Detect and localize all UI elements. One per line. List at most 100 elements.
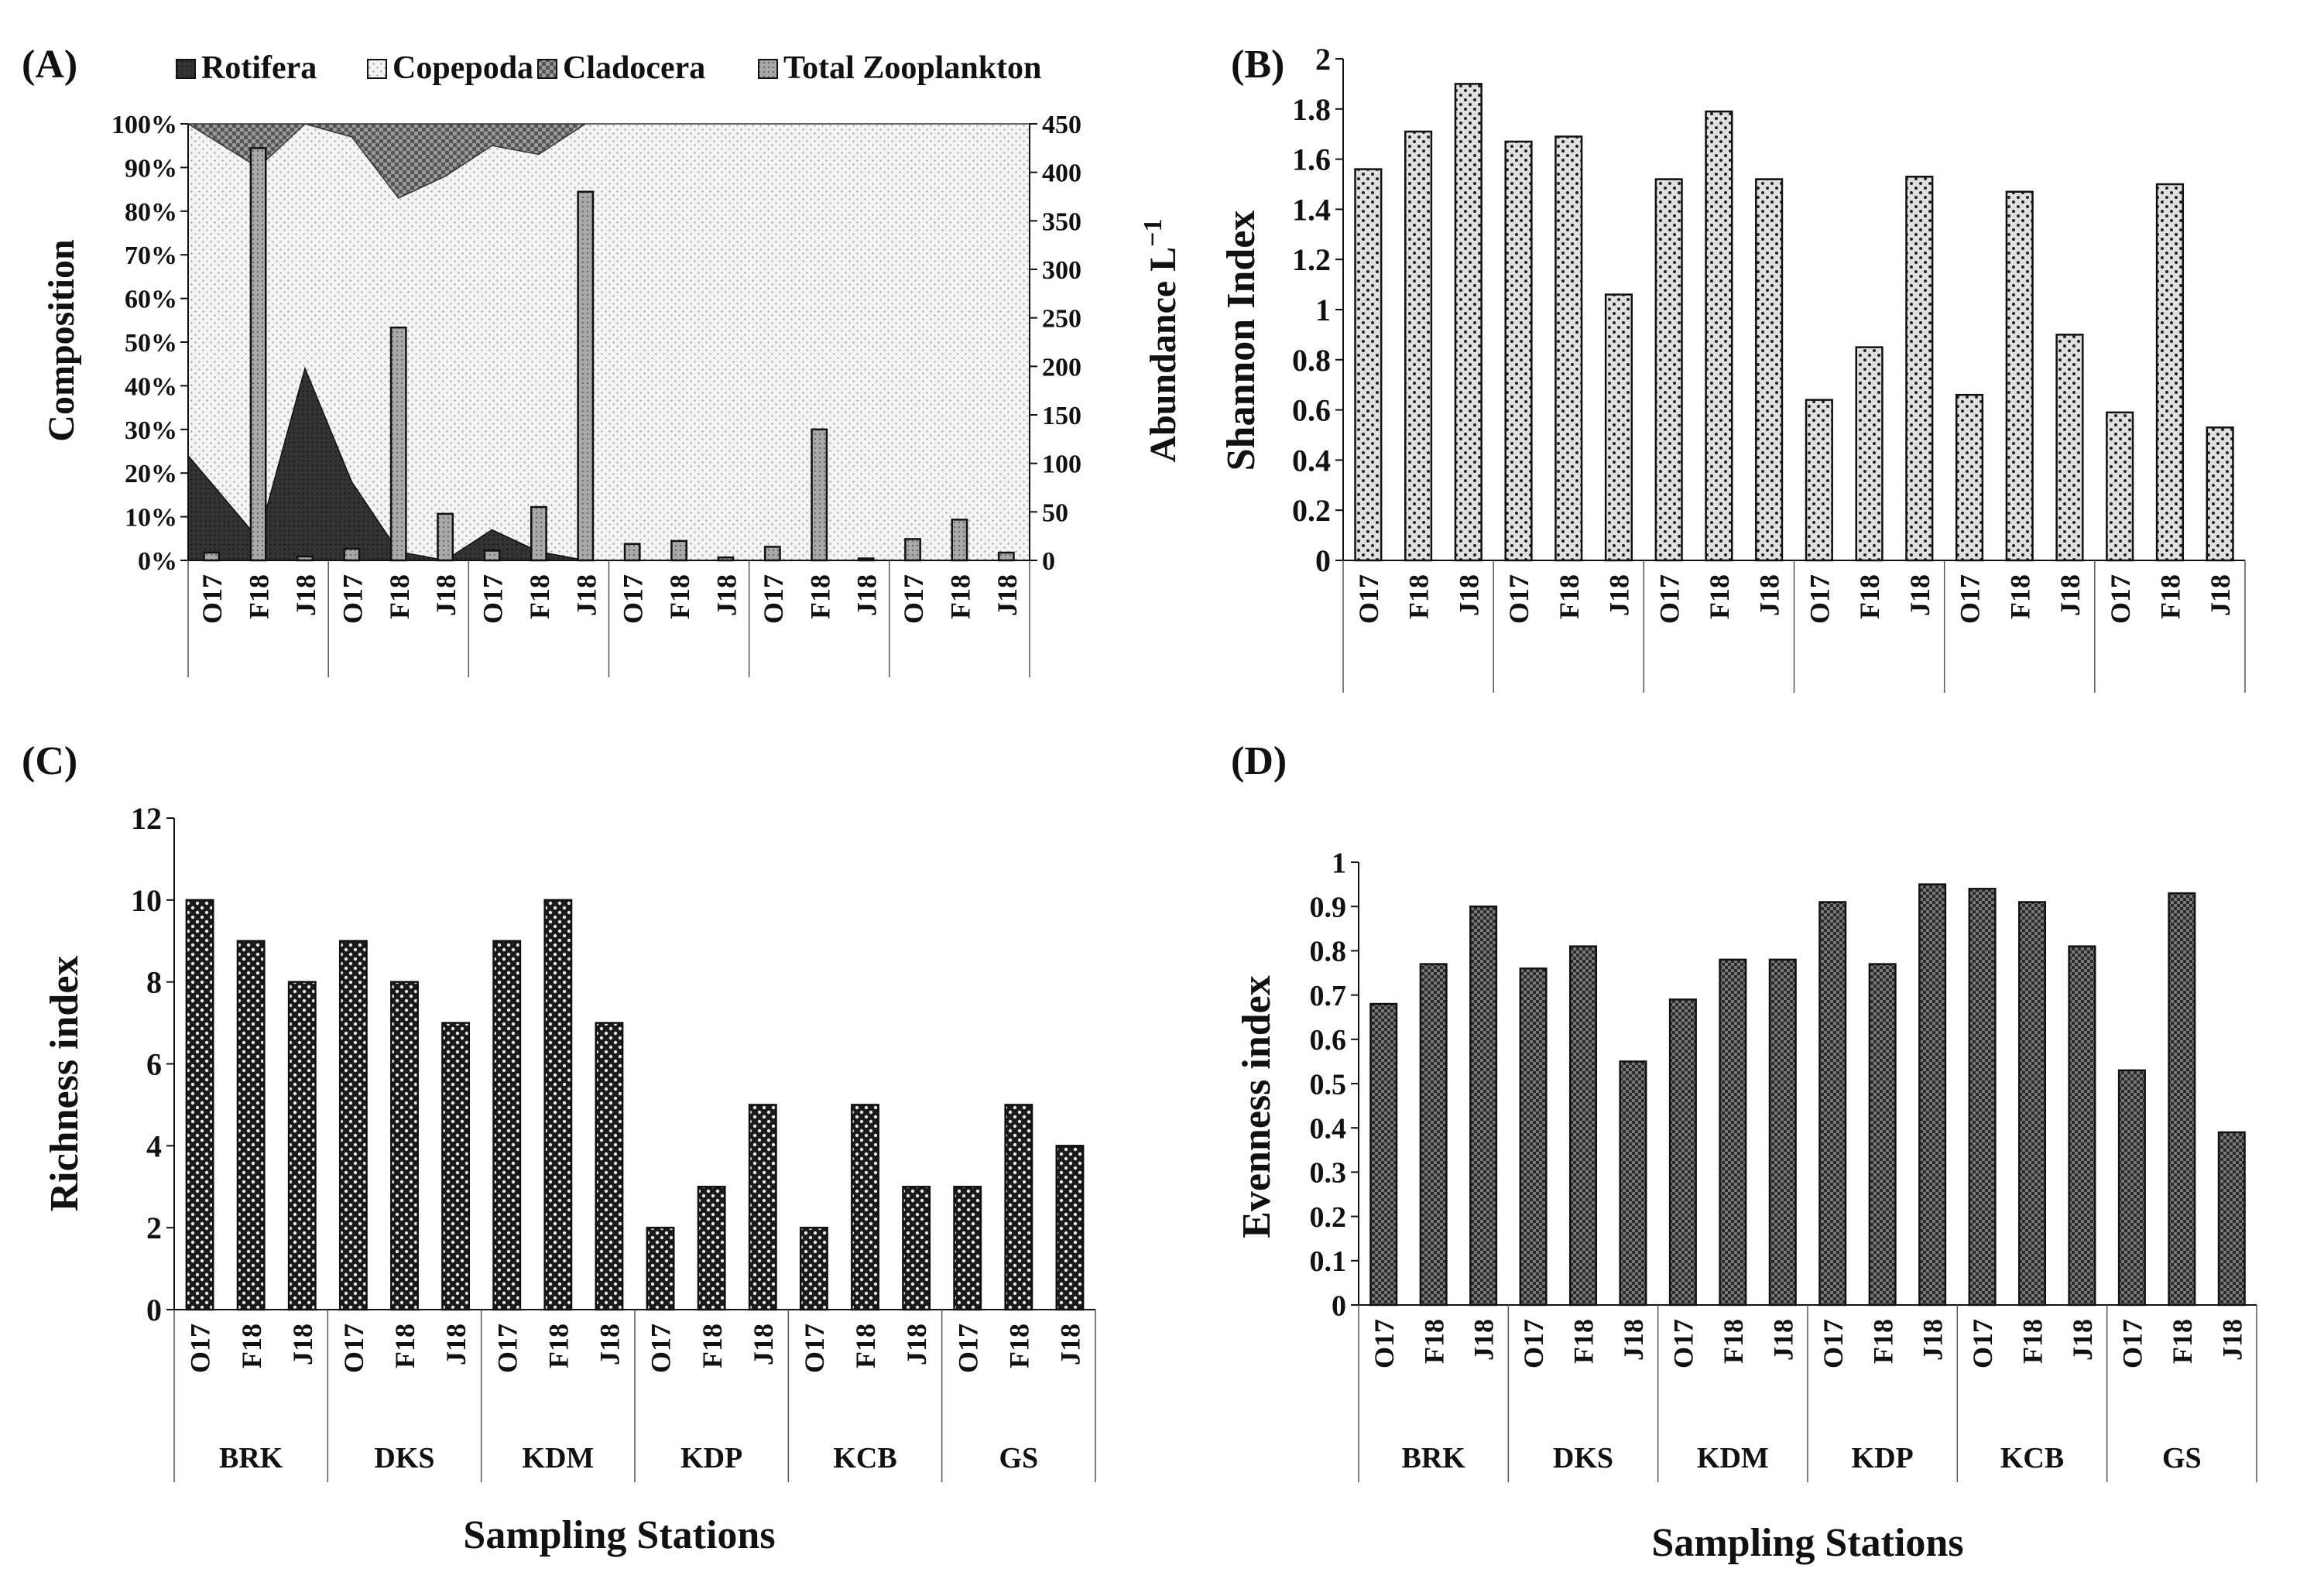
legend-label: Total Zooplankton [783, 50, 1041, 86]
bar-9 [1755, 178, 1784, 562]
x-tick-label: F18 [389, 1324, 420, 1368]
x-tick-label: J18 [1754, 574, 1785, 616]
y-right-tick-label: 100 [1042, 450, 1081, 479]
x-tick-label: J18 [992, 574, 1023, 616]
x-tick-label: F18 [1854, 574, 1885, 619]
y-tick-label: 0.6 [1292, 393, 1331, 428]
bar-10 [1818, 901, 1847, 1307]
x-tick-label: J18 [1918, 1319, 1949, 1361]
bar-14 [2017, 901, 2047, 1307]
station-label: KDP [680, 1442, 742, 1474]
y-left-tick-label: 10% [125, 504, 177, 533]
bar-11 [697, 1186, 726, 1311]
x-tick-label: J18 [2067, 1319, 2098, 1361]
x-tick-label: F18 [524, 574, 555, 619]
y-right-tick-label: 0 [1042, 547, 1055, 576]
x-tick-label: J18 [1469, 1319, 1500, 1361]
total-zooplankton-bar-17 [951, 519, 968, 562]
x-tick-label: F18 [1418, 1319, 1449, 1364]
x-tick-label: F18 [1704, 574, 1735, 619]
total-zooplankton-bar-18 [997, 551, 1015, 562]
bar-15 [902, 1186, 931, 1311]
panel-d: (D) Evenness index Sampling Stations 0 0.… [1231, 739, 2257, 1565]
bar-16 [2117, 1069, 2146, 1307]
legend-swatch [537, 59, 557, 79]
station-label: KDP [1852, 1442, 1914, 1474]
y-left-tick-label: 20% [125, 460, 177, 488]
x-tick-label: O17 [1955, 574, 1986, 624]
bar-15 [2055, 334, 2084, 562]
bar-1 [1354, 168, 1383, 562]
y-right-tick-label: 250 [1042, 305, 1081, 334]
y-left-tick-label: 80% [125, 198, 177, 227]
x-tick-label: F18 [850, 1324, 881, 1368]
x-tick-label: F18 [1867, 1319, 1898, 1364]
bar-13 [799, 1226, 828, 1311]
station-label: BRK [1401, 1442, 1465, 1474]
x-tick-label: O17 [197, 574, 228, 624]
y-right-tick-label: 200 [1042, 353, 1081, 382]
y-tick-label: 0.8 [1292, 343, 1331, 378]
x-tick-label: O17 [1353, 574, 1384, 624]
panel-d-label: (D) [1231, 739, 1287, 783]
bar-13 [1955, 393, 1984, 562]
bar-7 [492, 940, 522, 1311]
x-tick-label: O17 [478, 574, 509, 624]
station-label: KDM [1697, 1442, 1769, 1474]
bar-17 [2168, 892, 2196, 1307]
x-tick-label: F18 [2017, 1319, 2048, 1364]
bar-2 [1419, 963, 1448, 1307]
y-left-tick-label: 100% [111, 111, 177, 139]
bar-6 [441, 1022, 471, 1311]
x-tick-label: F18 [2167, 1319, 2198, 1364]
legend-swatch [176, 59, 196, 79]
x-tick-label: F18 [664, 574, 695, 619]
x-tick-label: J18 [1904, 574, 1935, 616]
bar-11 [1868, 963, 1897, 1307]
y-tick-label: 2 [1315, 42, 1331, 77]
x-tick-label: F18 [244, 574, 275, 619]
bar-5 [390, 981, 419, 1311]
x-tick-label: F18 [1554, 574, 1585, 619]
y-tick-label: 6 [146, 1047, 162, 1082]
x-tick-label: O17 [1654, 574, 1685, 624]
x-tick-label: J18 [852, 574, 883, 616]
cladocera-area [186, 123, 1030, 199]
y-tick-label: 0 [146, 1293, 162, 1327]
y-right-tick-label: 300 [1042, 256, 1081, 285]
y-tick-label: 1.2 [1292, 242, 1331, 277]
x-tick-label: J18 [290, 574, 321, 616]
x-tick-label: O17 [1804, 574, 1835, 624]
y-tick-label: 10 [131, 883, 162, 918]
station-label: KDM [522, 1442, 594, 1474]
bar-1 [185, 899, 214, 1311]
x-tick-label: F18 [1404, 574, 1435, 619]
x-tick-label: O17 [1369, 1319, 1400, 1368]
y-right-tick-label: 150 [1042, 402, 1081, 430]
station-label: DKS [374, 1442, 434, 1474]
panel-a: (A) Rotifera Copepoda Cladocera Total Zoopl… [22, 43, 1184, 677]
y-tick-label: 0.4 [1292, 443, 1331, 478]
bar-12 [1905, 176, 1934, 562]
x-tick-label: F18 [2155, 574, 2186, 619]
bar-9 [1768, 958, 1797, 1307]
total-zooplankton-bar-11 [670, 539, 687, 562]
x-tick-label: F18 [543, 1324, 574, 1368]
panel-b-plot: 0 0.2 0.4 0.6 0.8 1 1.2 1.4 1.6 1.8 2 O17 F18 J18 O17 F… [1292, 42, 2246, 693]
station-label: GS [2162, 1442, 2202, 1474]
total-zooplankton-bar-13 [763, 546, 781, 562]
x-tick-label: O17 [1668, 1319, 1698, 1368]
x-tick-label: J18 [2205, 574, 2236, 616]
y-right-tick-label: 50 [1042, 498, 1068, 527]
panel-a-plot: 0% 10% 20% 30% 40% 50% 60% 70% 80% 90% 100% 0 50 100 1… [111, 111, 1081, 677]
x-tick-label: J18 [287, 1324, 318, 1365]
x-tick-label: O17 [618, 574, 649, 624]
x-tick-label: O17 [2105, 574, 2136, 624]
total-zooplankton-bar-14 [811, 428, 828, 562]
bar-11 [1855, 346, 1884, 562]
bar-4 [338, 940, 368, 1311]
bar-12 [1918, 883, 1947, 1307]
bar-14 [851, 1104, 879, 1311]
y-tick-label: 0.4 [1310, 1113, 1347, 1146]
total-zooplankton-bar-4 [343, 547, 361, 562]
